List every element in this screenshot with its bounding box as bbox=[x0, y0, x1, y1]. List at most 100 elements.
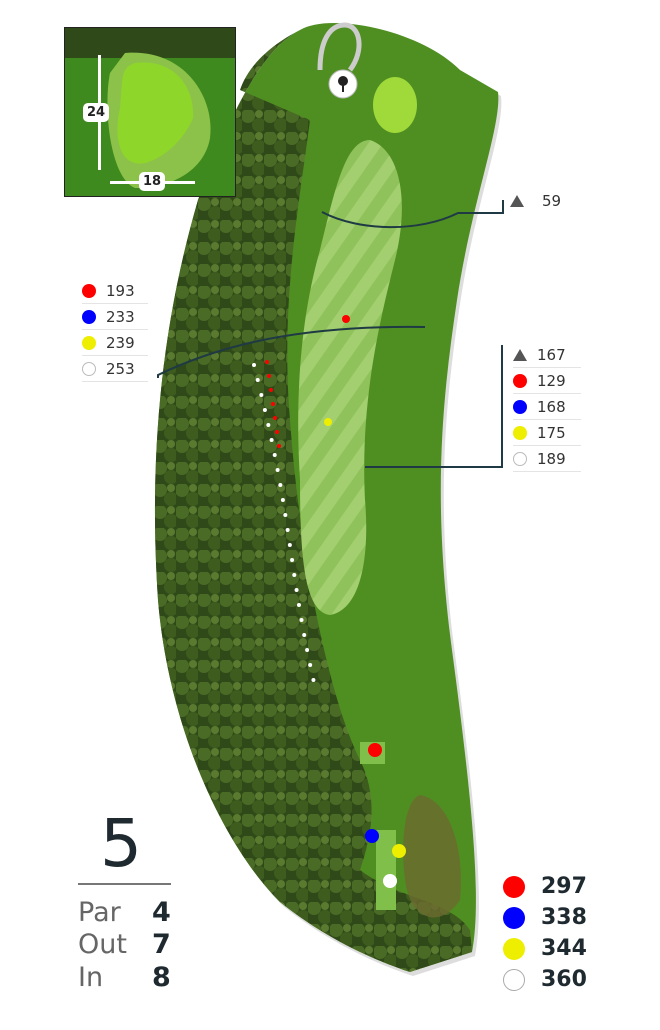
shot-path-dot-red bbox=[277, 444, 281, 448]
stat-par: Par 4 bbox=[78, 897, 178, 928]
distance-value: 189 bbox=[537, 449, 566, 468]
shot-path-dot bbox=[259, 393, 264, 397]
stat-value: 7 bbox=[152, 929, 171, 960]
tee-legend-item: 338 bbox=[503, 905, 587, 930]
tee-color-dot-icon bbox=[513, 425, 527, 440]
left_callout-row: 233 bbox=[82, 304, 148, 330]
distance-arc-59 bbox=[321, 200, 504, 229]
landing-marker-yellow bbox=[324, 418, 332, 426]
tee-color-dot-icon bbox=[513, 373, 527, 388]
stat-label: Par bbox=[78, 897, 121, 928]
tee-yardage: 360 bbox=[541, 967, 587, 992]
tee-color-dot-icon bbox=[82, 309, 96, 324]
shot-path-dot-red bbox=[271, 402, 275, 406]
tee-color-dot-icon bbox=[503, 906, 525, 929]
tee-yardage: 344 bbox=[541, 936, 587, 961]
tee-legend-item: 344 bbox=[503, 936, 587, 961]
shot-path-dot bbox=[287, 543, 292, 547]
tee-legend-item: 297 bbox=[503, 874, 587, 899]
tee-box bbox=[376, 830, 396, 910]
pin-head bbox=[338, 76, 348, 86]
shot-path-dot bbox=[296, 603, 301, 607]
shot-path-dot bbox=[275, 468, 280, 472]
tee-color-dot-icon bbox=[82, 283, 96, 298]
distance-value: 239 bbox=[106, 333, 135, 352]
shot-path-dot-red bbox=[269, 388, 273, 392]
shot-path-dot bbox=[302, 633, 307, 637]
left_callout-row: 193 bbox=[82, 278, 148, 304]
tee-marker-red bbox=[368, 743, 382, 757]
shot-path-dot bbox=[278, 483, 283, 487]
stat-value: 4 bbox=[152, 897, 171, 928]
hole-number: 5 bbox=[100, 805, 142, 882]
tee-color-dot-icon bbox=[82, 335, 96, 350]
tee-marker-blue bbox=[365, 829, 379, 843]
shot-path-dot bbox=[294, 588, 299, 592]
waste-area bbox=[403, 795, 461, 918]
left_callout-row: 253 bbox=[82, 356, 148, 382]
triangle-marker-icon bbox=[510, 194, 524, 207]
distance-value: 175 bbox=[537, 423, 566, 442]
left-distance-callout: 193 233 239 253 bbox=[82, 278, 148, 382]
shot-path-dot-red bbox=[275, 430, 279, 434]
hazard-distance: 59 bbox=[542, 191, 562, 210]
fairway bbox=[298, 140, 402, 615]
shot-path-dot bbox=[255, 378, 260, 382]
green bbox=[373, 77, 417, 133]
shot-path-dot bbox=[262, 408, 267, 412]
green-width-label: 18 bbox=[139, 172, 166, 191]
tee-color-dot-icon bbox=[503, 875, 525, 898]
stat-in: In 8 bbox=[78, 962, 178, 993]
right_callout-row: 167 bbox=[513, 342, 581, 368]
distance-value: 233 bbox=[106, 307, 135, 326]
shot-path-dot bbox=[299, 618, 304, 622]
green-inset: 24 18 bbox=[64, 27, 236, 197]
tee-color-dot-icon bbox=[503, 937, 525, 960]
stat-label: Out bbox=[78, 929, 127, 960]
green-depth-label: 24 bbox=[83, 103, 110, 122]
shot-path-dot bbox=[272, 453, 277, 457]
tee-color-dot-icon bbox=[513, 451, 527, 466]
shot-path-dot bbox=[292, 573, 297, 577]
tee-marker-yellow bbox=[392, 844, 406, 858]
green-inset-map bbox=[65, 28, 235, 196]
tee-marker-white bbox=[383, 874, 397, 888]
distance-value: 193 bbox=[106, 281, 135, 300]
shot-path-dot-red bbox=[265, 360, 269, 364]
shot-path-dot bbox=[269, 438, 274, 442]
left_callout-row: 239 bbox=[82, 330, 148, 356]
stat-out: Out 7 bbox=[78, 929, 178, 960]
shot-path-dot bbox=[290, 558, 295, 562]
cart-path bbox=[317, 22, 362, 72]
distance-value: 129 bbox=[537, 371, 566, 390]
tee-yardage: 338 bbox=[541, 905, 587, 930]
tree-line bbox=[154, 30, 473, 972]
landing-marker-red bbox=[342, 315, 350, 323]
tee-legend-item: 360 bbox=[503, 967, 587, 992]
shot-path-dot-red bbox=[267, 374, 271, 378]
shot-path-dot-red bbox=[273, 416, 277, 420]
divider bbox=[78, 883, 171, 885]
shot-path-dot bbox=[285, 528, 290, 532]
distance-value: 167 bbox=[537, 345, 566, 364]
tee-color-dot-icon bbox=[503, 968, 525, 991]
shot-path-dot bbox=[252, 363, 256, 367]
shot-path-dot bbox=[305, 648, 310, 652]
shot-path-dot bbox=[280, 498, 285, 502]
stat-value: 8 bbox=[152, 962, 171, 993]
right_callout-row: 189 bbox=[513, 446, 581, 472]
stat-label: In bbox=[78, 962, 104, 993]
distance-arc-left bbox=[157, 325, 426, 378]
right_callout-row: 175 bbox=[513, 420, 581, 446]
tee-color-dot-icon bbox=[513, 399, 527, 414]
right-distance-callout: 167 129 168 175 189 bbox=[513, 342, 581, 472]
right_callout-row: 129 bbox=[513, 368, 581, 394]
tee-color-dot-icon bbox=[82, 361, 96, 376]
distance-value: 253 bbox=[106, 359, 135, 378]
hazard-callout: 59 bbox=[510, 188, 561, 213]
shot-path-dot bbox=[311, 678, 316, 682]
right_callout-row: 168 bbox=[513, 394, 581, 420]
distance-value: 168 bbox=[537, 397, 566, 416]
shot-path bbox=[252, 360, 316, 682]
